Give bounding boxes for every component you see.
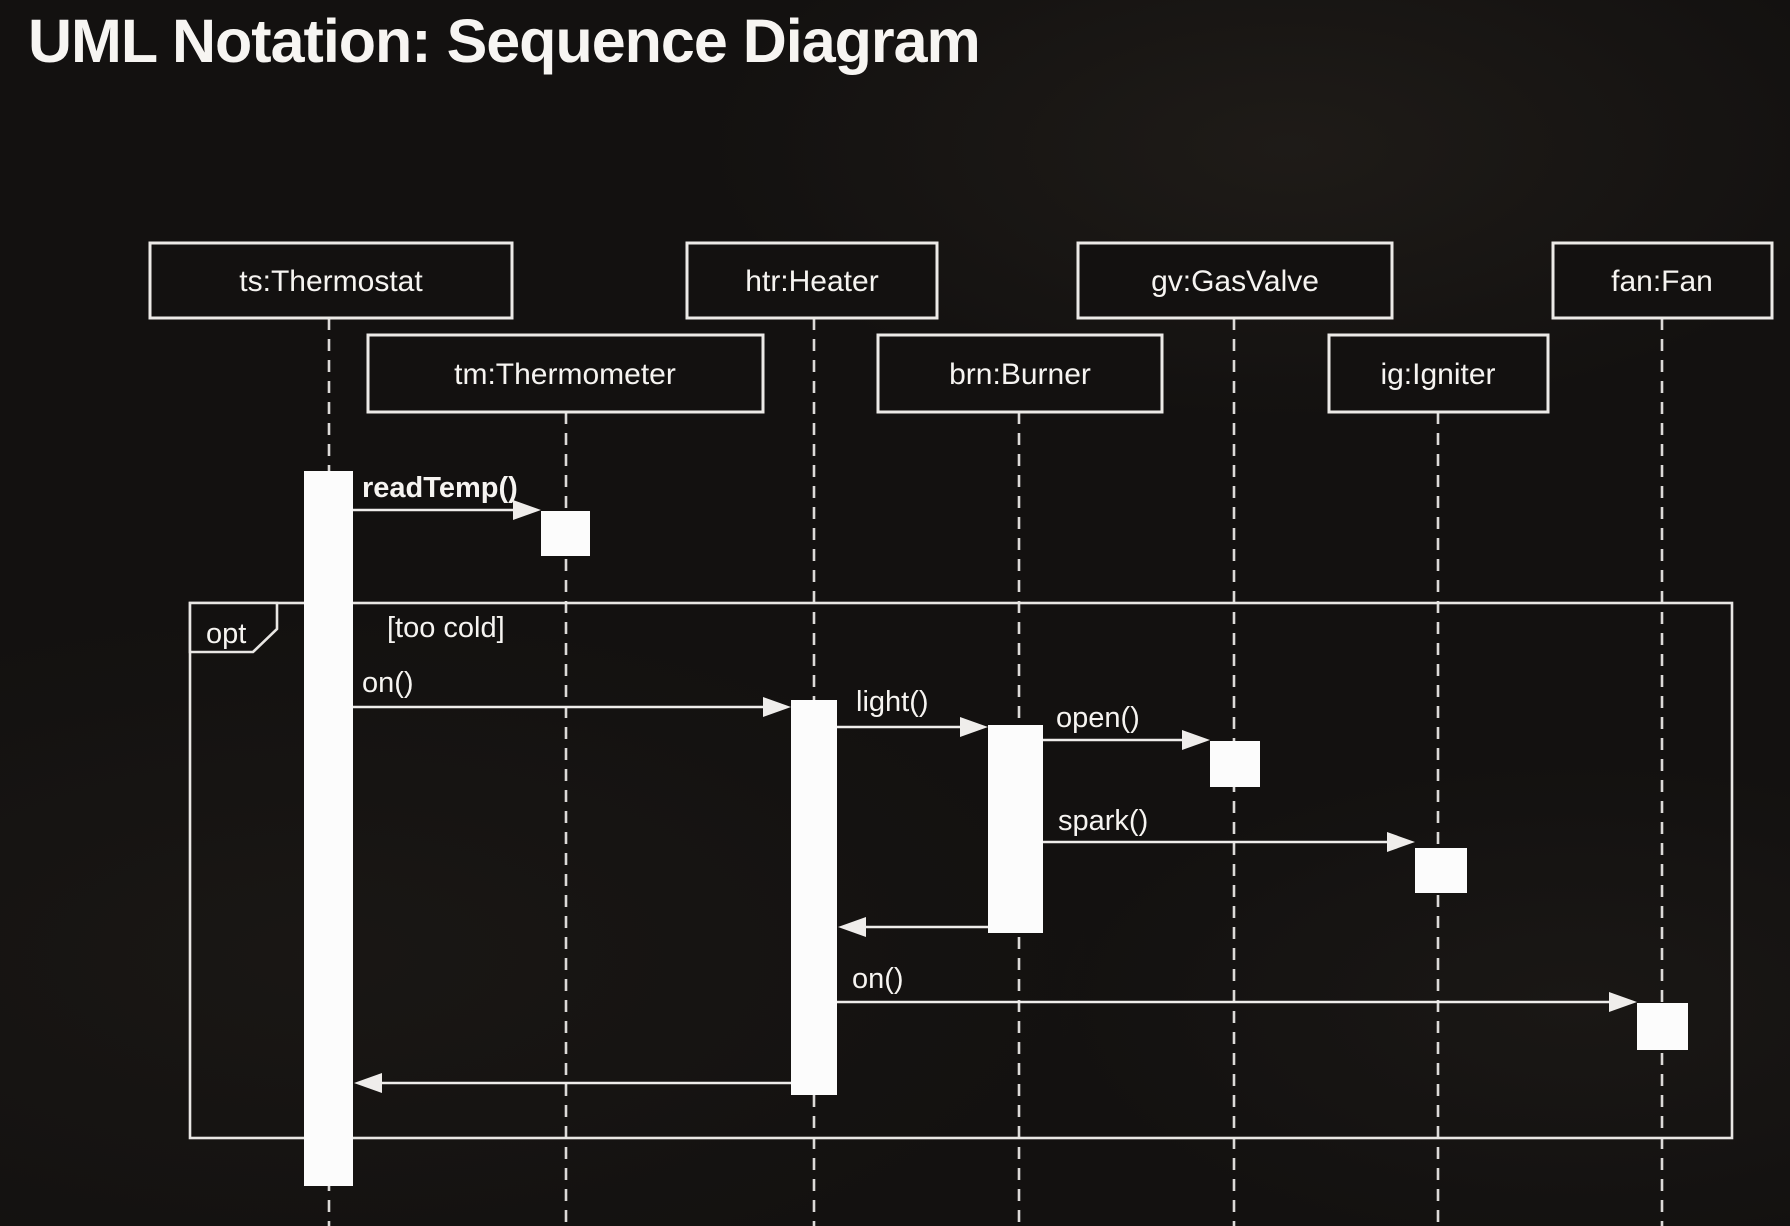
- activation-ig: [1415, 848, 1467, 893]
- opt-frame-border: [188, 601, 1734, 1140]
- arrowhead-left-icon: [354, 1073, 382, 1093]
- message-readtemp-label: readTemp(): [362, 472, 518, 504]
- message-light: light(): [837, 686, 988, 737]
- message-readtemp: readTemp(): [353, 472, 541, 520]
- return-burner-to-heater: [838, 917, 988, 937]
- participant-box-htr: htr:Heater: [685, 241, 939, 320]
- message-spark: spark(): [1043, 805, 1415, 852]
- messages: readTemp() on() light() open() spark: [353, 472, 1637, 1093]
- message-on-heater: on(): [353, 667, 791, 717]
- participant-label-fan: fan:Fan: [1611, 265, 1713, 298]
- participant-box-ts: ts:Thermostat: [148, 241, 514, 320]
- slide-title: UML Notation: Sequence Diagram: [28, 7, 981, 75]
- participant-label-ts: ts:Thermostat: [239, 265, 423, 298]
- message-light-label: light(): [856, 686, 929, 718]
- participant-label-tm: tm:Thermometer: [454, 358, 676, 391]
- participant-label-htr: htr:Heater: [745, 265, 878, 298]
- message-on-fan-label: on(): [852, 963, 904, 995]
- participant-label-brn: brn:Burner: [949, 358, 1091, 391]
- participant-boxes: ts:Thermostat htr:Heater gv:GasValve fan…: [148, 241, 1774, 414]
- activation-fan: [1637, 1003, 1688, 1050]
- message-spark-label: spark(): [1058, 805, 1148, 837]
- participant-box-ig-rect: [1327, 333, 1550, 414]
- arrowhead-right-icon: [1387, 832, 1415, 852]
- activation-htr: [791, 700, 837, 1095]
- message-open: open(): [1043, 702, 1210, 750]
- activation-gv: [1210, 741, 1260, 787]
- participant-box-ts-rect: [148, 241, 514, 320]
- message-open-label: open(): [1056, 702, 1140, 734]
- guard-label: [too cold]: [387, 612, 505, 644]
- participant-box-gv: gv:GasValve: [1076, 241, 1394, 320]
- participant-box-fan-rect: [1551, 241, 1774, 320]
- return-heater-to-thermostat: [354, 1073, 791, 1093]
- participant-box-gv-rect: [1076, 241, 1394, 320]
- participant-box-tm-rect: [366, 333, 765, 414]
- message-on-fan: on(): [837, 963, 1637, 1012]
- activation-bars: [304, 471, 1688, 1186]
- activation-brn: [988, 725, 1043, 933]
- opt-operator-label: opt: [206, 618, 246, 650]
- opt-frame-tab: [188, 601, 279, 654]
- participant-box-brn-rect: [876, 333, 1164, 414]
- participant-box-ig: ig:Igniter: [1327, 333, 1550, 414]
- arrowhead-right-icon: [960, 717, 988, 737]
- arrowhead-right-icon: [513, 500, 541, 520]
- arrowhead-right-icon: [1182, 730, 1210, 750]
- participant-label-ig: ig:Igniter: [1380, 358, 1495, 391]
- arrowhead-right-icon: [763, 697, 791, 717]
- activation-ts: [304, 471, 353, 1186]
- participant-box-tm: tm:Thermometer: [366, 333, 765, 414]
- activation-tm: [541, 511, 590, 556]
- participant-box-htr-rect: [685, 241, 939, 320]
- message-on-heater-label: on(): [362, 667, 414, 699]
- opt-fragment: opt [too cold]: [188, 601, 1734, 1140]
- arrowhead-right-icon: [1609, 992, 1637, 1012]
- participant-box-brn: brn:Burner: [876, 333, 1164, 414]
- participant-label-gv: gv:GasValve: [1151, 265, 1319, 298]
- arrowhead-left-icon: [838, 917, 866, 937]
- participant-box-fan: fan:Fan: [1551, 241, 1774, 320]
